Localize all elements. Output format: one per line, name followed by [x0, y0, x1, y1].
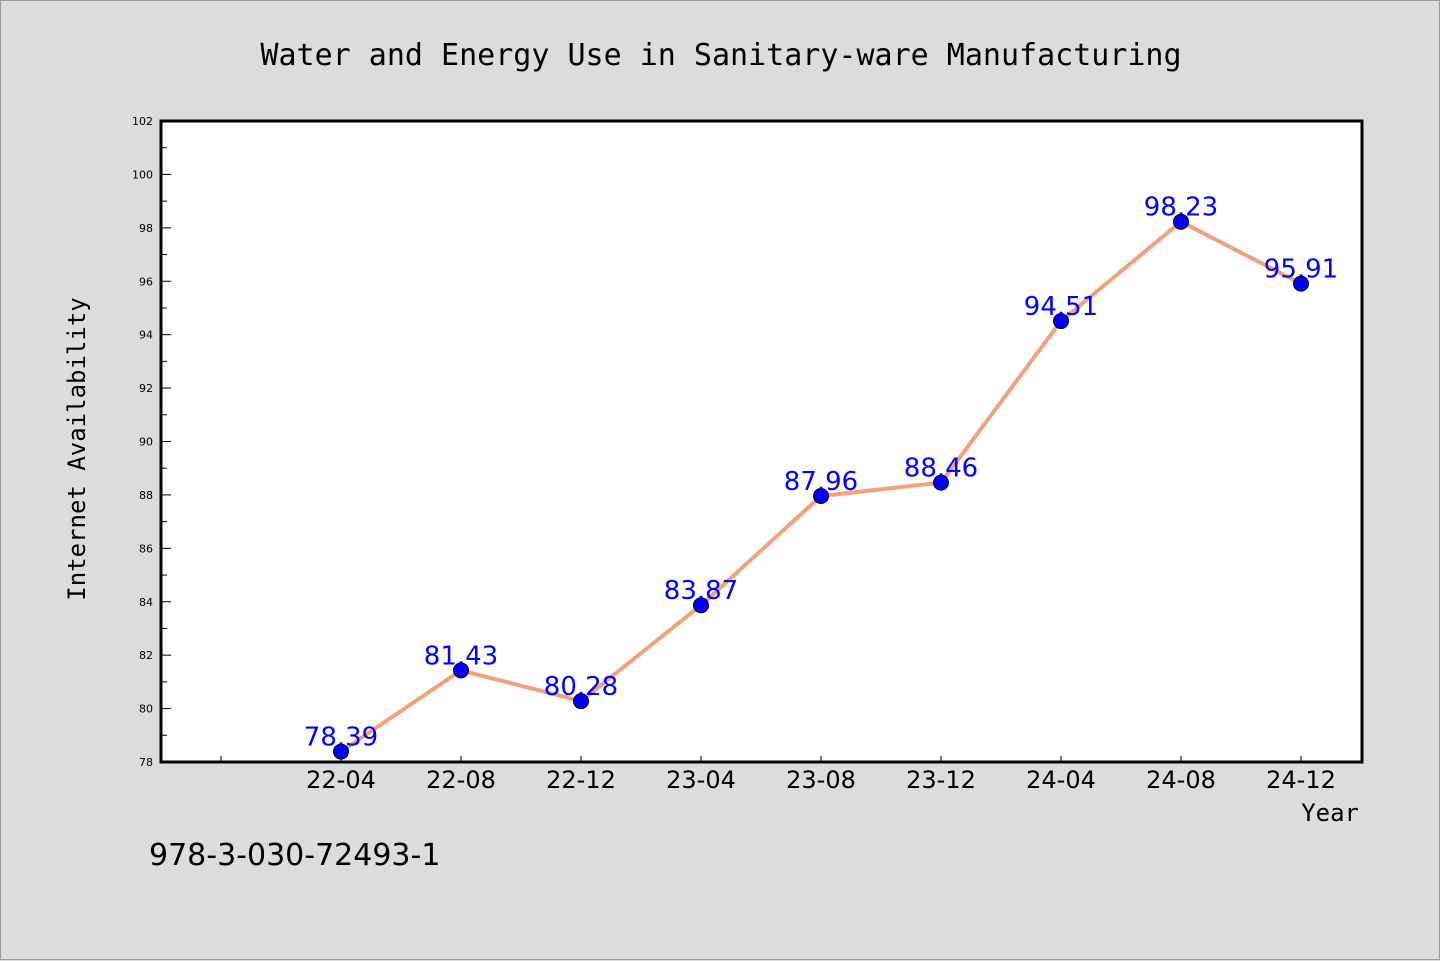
- plot-area: [161, 121, 1362, 762]
- y-tick-label: 86: [139, 542, 153, 555]
- chart-title: Water and Energy Use in Sanitary-ware Ma…: [260, 38, 1181, 73]
- y-tick-label: 98: [139, 222, 153, 235]
- y-tick-label: 92: [139, 382, 153, 395]
- data-point: [1173, 213, 1189, 230]
- x-tick-label: 23-12: [906, 766, 976, 794]
- y-tick-label: 100: [132, 168, 153, 181]
- data-point: [333, 743, 349, 760]
- x-tick-label: 24-08: [1146, 766, 1216, 794]
- y-tick-label: 96: [139, 275, 153, 288]
- data-label: 83.87: [664, 576, 738, 606]
- x-tick-label: 24-12: [1266, 766, 1336, 794]
- data-point: [1053, 313, 1069, 330]
- data-point: [453, 662, 469, 679]
- x-tick-label: 22-08: [426, 766, 496, 794]
- y-tick-label: 102: [132, 115, 153, 128]
- footer-id-text: 978-3-030-72493-1: [149, 838, 440, 873]
- y-tick-label: 90: [139, 436, 153, 449]
- data-label: 88.46: [904, 454, 978, 484]
- y-tick-label: 80: [139, 703, 153, 716]
- x-tick-label: 23-04: [666, 766, 736, 794]
- y-tick-label: 94: [139, 329, 153, 342]
- data-label: 98.23: [1144, 193, 1218, 223]
- y-tick-label: 88: [139, 489, 153, 502]
- data-label: 95.91: [1264, 255, 1338, 285]
- data-point: [573, 693, 589, 710]
- data-label: 80.28: [544, 672, 618, 702]
- x-tick-label: 23-08: [786, 766, 856, 794]
- x-tick-label: 22-12: [546, 766, 616, 794]
- series-layer: [333, 213, 1309, 760]
- data-label: 78.39: [304, 723, 378, 753]
- x-axis-label: Year: [1301, 799, 1359, 827]
- data-point: [933, 474, 949, 491]
- y-axis: 78 80 82 84 86 88 90 92 94 96 98 100 102: [132, 115, 171, 769]
- data-label: 94.51: [1024, 292, 1098, 322]
- data-point: [813, 487, 829, 504]
- x-tick-label: 24-04: [1026, 766, 1096, 794]
- y-tick-label: 78: [139, 756, 153, 769]
- y-tick-label: 82: [139, 649, 153, 662]
- data-point: [693, 597, 709, 614]
- x-axis: 22-04 22-08 22-12 23-04 23-08 23-12 24-04 24-08…: [220, 756, 1336, 794]
- plot-frame: [159, 119, 1364, 764]
- data-point: [1293, 275, 1309, 292]
- y-axis-label: Internet Availability: [63, 297, 91, 600]
- data-label: 87.96: [784, 467, 858, 497]
- y-tick-label: 84: [139, 596, 153, 609]
- data-label: 81.43: [424, 641, 498, 671]
- x-tick-label: 22-04: [306, 766, 376, 794]
- data-labels: 78.39 81.43 80.28 83.87 87.96 88.46 94.51 98.23…: [304, 193, 1338, 753]
